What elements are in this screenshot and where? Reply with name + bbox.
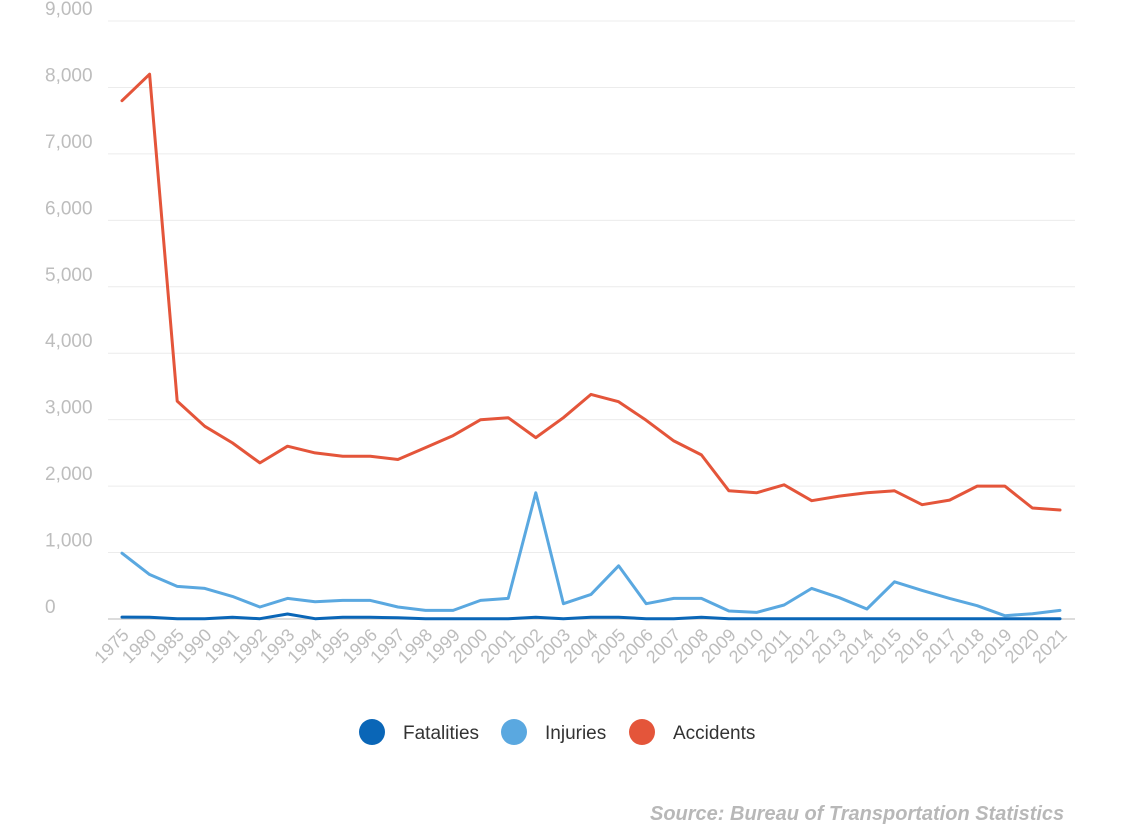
legend-marker-accidents — [629, 719, 655, 745]
series-lines — [120, 72, 1062, 621]
legend-label-fatalities: Fatalities — [403, 723, 479, 744]
legend-label-accidents: Accidents — [673, 723, 755, 744]
y-tick-label: 4,000 — [45, 331, 93, 352]
y-tick-label: 1,000 — [45, 531, 93, 552]
legend-label-injuries: Injuries — [545, 723, 606, 744]
series-line-fatalities — [120, 612, 1062, 621]
y-tick-label: 7,000 — [45, 132, 93, 153]
legend-marker-fatalities — [359, 719, 385, 745]
y-tick-label: 5,000 — [45, 265, 93, 286]
series-line-accidents — [120, 72, 1062, 512]
y-tick-label: 8,000 — [45, 65, 93, 86]
grid-lines — [108, 20, 1075, 620]
legend: Fatalities Injuries Accidents — [359, 719, 755, 745]
y-tick-label: 6,000 — [45, 198, 93, 219]
legend-marker-injuries — [501, 719, 527, 745]
y-tick-label: 3,000 — [45, 398, 93, 419]
y-axis: 0 1,000 2,000 3,000 4,000 5,000 6,000 7,000 8,00… — [45, 0, 93, 618]
series-line-injuries — [120, 491, 1062, 618]
y-tick-label: 2,000 — [45, 464, 93, 485]
x-axis: 1975198019851990199119921993199419951996… — [90, 625, 1070, 667]
y-tick-label: 9,000 — [45, 0, 93, 20]
y-tick-label: 0 — [45, 597, 56, 618]
